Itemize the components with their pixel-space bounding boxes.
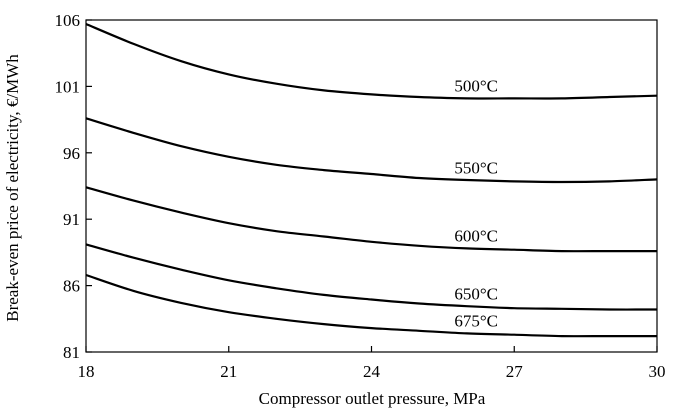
x-tick-label: 18 bbox=[78, 362, 95, 381]
series-labels: 500°C 550°C 600°C 650°C 675°C bbox=[454, 76, 498, 330]
series-curves bbox=[85, 22, 658, 338]
x-tick-label: 21 bbox=[220, 362, 237, 381]
series-line bbox=[85, 117, 658, 184]
plot-area bbox=[85, 19, 658, 353]
y-tick-label: 106 bbox=[55, 11, 81, 30]
y-tick-label: 91 bbox=[63, 210, 80, 229]
x-tick-label: 30 bbox=[649, 362, 666, 381]
series-label: 675°C bbox=[454, 312, 498, 331]
series-label: 600°C bbox=[454, 227, 498, 246]
plot-frame bbox=[85, 19, 658, 353]
series-label: 650°C bbox=[454, 285, 498, 304]
y-tick-label: 86 bbox=[63, 277, 80, 296]
y-axis-label: Break-even price of electricity, €/MWh bbox=[3, 54, 22, 322]
series-line bbox=[85, 273, 657, 338]
y-tick-label: 96 bbox=[63, 144, 80, 163]
y-axis-ticks: 81 86 91 96 101 106 bbox=[55, 11, 92, 362]
x-axis-ticks: 18 21 24 27 30 bbox=[78, 346, 666, 381]
series-label: 550°C bbox=[454, 158, 498, 177]
x-axis-label: Compressor outlet pressure, MPa bbox=[259, 389, 486, 408]
y-tick-label: 101 bbox=[55, 77, 81, 96]
y-tick-label: 81 bbox=[63, 343, 80, 362]
series-line bbox=[85, 243, 658, 311]
series-label: 500°C bbox=[454, 76, 498, 95]
series-line bbox=[85, 22, 658, 100]
x-tick-label: 24 bbox=[363, 362, 381, 381]
series-line bbox=[85, 186, 657, 253]
x-tick-label: 27 bbox=[506, 362, 524, 381]
